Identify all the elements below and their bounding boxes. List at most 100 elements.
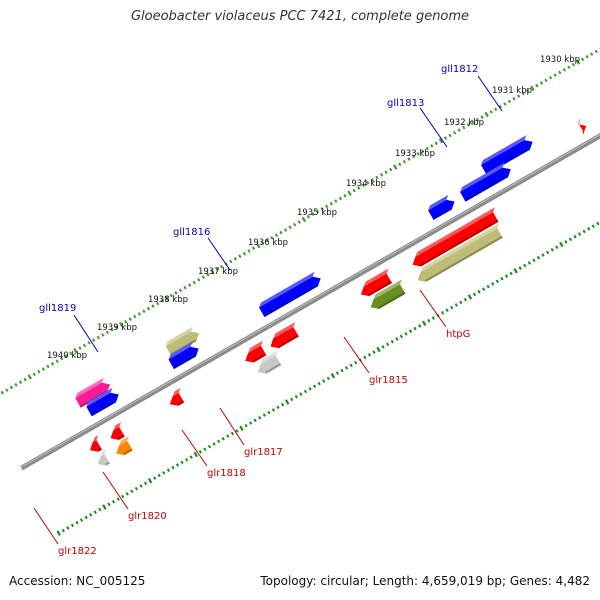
scale-label: 1940 kbp xyxy=(47,351,87,361)
gene-block[interactable] xyxy=(90,435,102,452)
minor-tick xyxy=(84,515,88,520)
leader-line xyxy=(419,107,448,148)
gene-top-face xyxy=(420,223,500,273)
gene-block[interactable] xyxy=(460,162,511,202)
minor-tick xyxy=(253,418,257,423)
gene-shadow-face xyxy=(368,281,392,297)
minor-tick xyxy=(160,299,164,303)
major-tick xyxy=(118,321,124,328)
gene-shadow-face xyxy=(277,334,299,349)
scale-label: 1935 kbp xyxy=(297,208,337,218)
minor-tick xyxy=(504,274,509,278)
minor-tick xyxy=(532,258,536,263)
minor-tick xyxy=(591,224,595,228)
minor-tick xyxy=(276,405,280,410)
minor-tick xyxy=(110,327,114,332)
gene-label[interactable]: glr1817 xyxy=(244,447,283,458)
gene-block[interactable] xyxy=(257,350,282,374)
minor-tick xyxy=(137,312,141,316)
gene-block[interactable] xyxy=(97,449,110,466)
gene-top-face xyxy=(168,341,193,360)
gene-label[interactable]: gll1819 xyxy=(39,303,76,314)
minor-tick xyxy=(265,238,269,243)
scale-label: 1931 kbp xyxy=(492,86,532,96)
gene-label[interactable]: gll1816 xyxy=(173,227,210,238)
gene-block[interactable] xyxy=(428,194,455,220)
minor-tick xyxy=(315,209,320,214)
minor-tick xyxy=(463,297,467,302)
gene-block[interactable] xyxy=(168,341,199,369)
gene-block[interactable] xyxy=(116,435,133,456)
major-tick xyxy=(193,451,198,458)
leader-line xyxy=(73,314,99,353)
minor-tick xyxy=(0,390,4,395)
minor-tick xyxy=(32,372,36,377)
gene-shadow-face xyxy=(177,400,185,406)
minor-tick xyxy=(320,207,324,211)
gene-shadow-face xyxy=(123,448,133,456)
gene-label[interactable]: glr1820 xyxy=(128,511,167,522)
gene-label[interactable]: glr1818 xyxy=(207,468,246,479)
gene-shadow-face xyxy=(172,354,196,369)
minor-tick xyxy=(242,251,247,256)
gene-top-face xyxy=(119,435,130,446)
major-tick xyxy=(376,346,381,353)
gene-label[interactable]: htpG xyxy=(446,329,470,340)
gene-shadow-face xyxy=(263,284,318,317)
gene-label[interactable]: gll1812 xyxy=(441,64,478,75)
gene-top-face xyxy=(92,435,99,443)
gene-label[interactable]: glr1822 xyxy=(58,546,97,557)
gene-front-face xyxy=(460,167,511,202)
minor-tick xyxy=(361,183,365,188)
gene-block[interactable] xyxy=(360,268,392,297)
gene-block[interactable] xyxy=(245,340,267,363)
gene-label[interactable]: gll1813 xyxy=(387,98,424,109)
minor-tick xyxy=(325,204,329,209)
minor-tick xyxy=(293,222,297,227)
minor-tick xyxy=(558,70,562,75)
backbone-highlight xyxy=(21,134,600,468)
gene-shadow-face xyxy=(90,400,116,417)
gene-front-face xyxy=(168,346,199,369)
minor-tick xyxy=(363,355,367,360)
gene-block[interactable] xyxy=(86,387,119,417)
gene-block[interactable] xyxy=(270,322,299,349)
minor-tick xyxy=(156,301,160,306)
gene-block[interactable] xyxy=(417,223,503,282)
minor-tick xyxy=(521,91,525,96)
minor-tick xyxy=(541,253,545,257)
minor-tick xyxy=(418,324,422,328)
major-tick xyxy=(530,85,535,91)
major-tick xyxy=(284,399,290,405)
minor-tick xyxy=(354,360,358,365)
minor-tick xyxy=(50,362,55,366)
gene-block[interactable] xyxy=(169,387,185,406)
minor-tick xyxy=(41,367,46,371)
minor-tick xyxy=(518,266,522,270)
gene-shadow-face xyxy=(419,219,499,267)
gene-front-face xyxy=(86,392,119,417)
minor-tick xyxy=(294,394,298,399)
minor-tick xyxy=(212,442,216,446)
minor-tick xyxy=(274,233,279,238)
gene-label[interactable]: glr1815 xyxy=(369,375,408,386)
gene-block[interactable] xyxy=(412,207,499,267)
gene-top-face xyxy=(259,271,315,308)
gene-front-face xyxy=(428,199,455,220)
minor-tick xyxy=(311,212,315,217)
minor-tick xyxy=(230,431,234,436)
minor-tick xyxy=(18,380,23,384)
minor-tick xyxy=(516,94,521,98)
minor-tick xyxy=(567,65,571,70)
gene-block[interactable] xyxy=(370,279,406,309)
gene-shadow-face xyxy=(252,353,267,363)
minor-tick xyxy=(92,338,96,342)
gene-block[interactable] xyxy=(110,422,125,440)
minor-tick xyxy=(130,489,134,494)
leader-line xyxy=(181,429,208,467)
minor-tick xyxy=(402,159,406,164)
gene-block[interactable] xyxy=(259,271,321,317)
gene-block[interactable] xyxy=(577,118,587,134)
